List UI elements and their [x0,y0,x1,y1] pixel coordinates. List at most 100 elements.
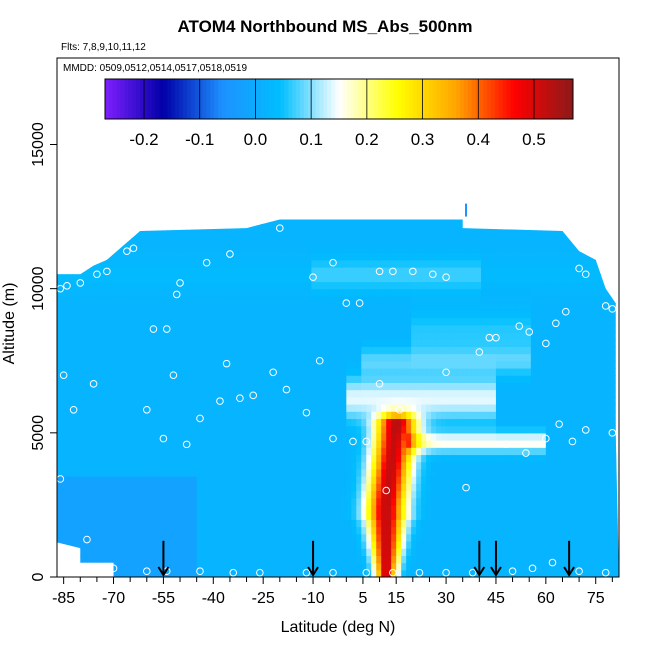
heatmap-cell [186,533,193,542]
heatmap-cell [366,396,372,405]
heatmap-cell [111,219,118,225]
heatmap-cell [381,209,387,217]
heatmap-cell [411,476,417,484]
heatmap-cell [431,526,437,535]
heatmap-cell [451,389,457,398]
heatmap-cell [371,519,377,528]
heatmap-cell [201,461,208,470]
heatmap-cell [131,375,138,383]
heatmap-cell [286,526,293,535]
heatmap-cell [411,519,417,528]
heatmap-cell [166,259,173,268]
heatmap-cell [281,497,288,506]
heatmap-cell [426,360,432,369]
heatmap-cell [136,324,143,333]
heatmap-cell [391,461,397,470]
heatmap-cell [436,367,442,376]
heatmap-cell [126,411,133,420]
heatmap-cell [281,418,288,427]
heatmap-cell [371,425,377,434]
heatmap-cell [86,512,93,520]
heatmap-cell [296,454,303,463]
heatmap-cell [71,375,78,383]
heatmap-cell [291,461,298,470]
heatmap-cell [191,519,198,528]
heatmap-cell [336,375,342,383]
heatmap-cell [495,324,502,333]
heatmap-cell [226,346,233,355]
heatmap-cell [326,432,332,441]
heatmap-cell [530,259,537,268]
heatmap-cell [321,223,327,232]
heatmap-cell [236,555,243,564]
heatmap-cell [446,317,452,326]
heatmap-cell [476,447,482,456]
heatmap-cell [231,440,238,448]
heatmap-cell [331,548,337,556]
heatmap-cell [266,440,273,448]
heatmap-cell [246,526,253,535]
heatmap-cell [510,231,517,239]
heatmap-cell [121,548,128,556]
heatmap-cell [161,339,168,347]
heatmap-cell [106,562,113,571]
heatmap-cell [161,360,168,369]
heatmap-cell [346,339,352,347]
heatmap-cell [471,562,477,571]
heatmap-cell [396,339,402,347]
heatmap-cell [241,540,248,549]
heatmap-cell [91,504,98,513]
heatmap-cell [81,418,88,427]
heatmap-cell [201,468,208,477]
heatmap-cell [316,476,322,484]
heatmap-cell [131,490,138,499]
heatmap-cell [116,540,123,549]
heatmap-cell [495,461,502,470]
heatmap-cell [281,281,288,290]
heatmap-cell [495,375,502,383]
heatmap-cell [530,432,537,441]
heatmap-cell [376,331,382,340]
heatmap-cell [271,425,278,434]
heatmap-cell [186,418,193,427]
heatmap-cell [141,404,148,412]
heatmap-cell [505,259,512,268]
heatmap-cell [416,533,422,542]
heatmap-cell [341,447,347,456]
heatmap-cell [81,533,88,542]
heatmap-cell [301,562,308,571]
heatmap-cell [91,490,98,499]
heatmap-cell [291,504,298,513]
heatmap-cell [326,259,332,268]
heatmap-cell [326,512,332,520]
heatmap-cell [146,281,153,290]
heatmap-cell [406,238,412,247]
heatmap-cell [341,259,347,268]
heatmap-cell [381,274,387,283]
heatmap-cell [366,219,372,225]
heatmap-cell [131,259,138,268]
heatmap-cell [500,497,507,506]
heatmap-cell [87,209,93,217]
heatmap-cell [171,274,178,283]
heatmap-cell [381,548,387,556]
heatmap-cell [116,562,123,571]
heatmap-cell [495,454,502,463]
heatmap-cell [396,295,402,304]
heatmap-cell [316,252,322,261]
heatmap-cell [156,382,163,391]
heatmap-cell [436,440,442,448]
heatmap-cell [426,512,432,520]
heatmap-cell [127,209,133,217]
heatmap-cell [351,346,357,355]
heatmap-cell [156,396,163,405]
heatmap-cell [356,404,362,412]
heatmap-cell [241,389,248,398]
heatmap-cell [436,295,442,304]
heatmap-cell [141,476,148,484]
heatmap-cell [151,555,158,564]
heatmap-cell [71,303,78,311]
heatmap-cell [311,375,317,383]
heatmap-cell [466,303,472,311]
heatmap-cell [520,468,527,477]
